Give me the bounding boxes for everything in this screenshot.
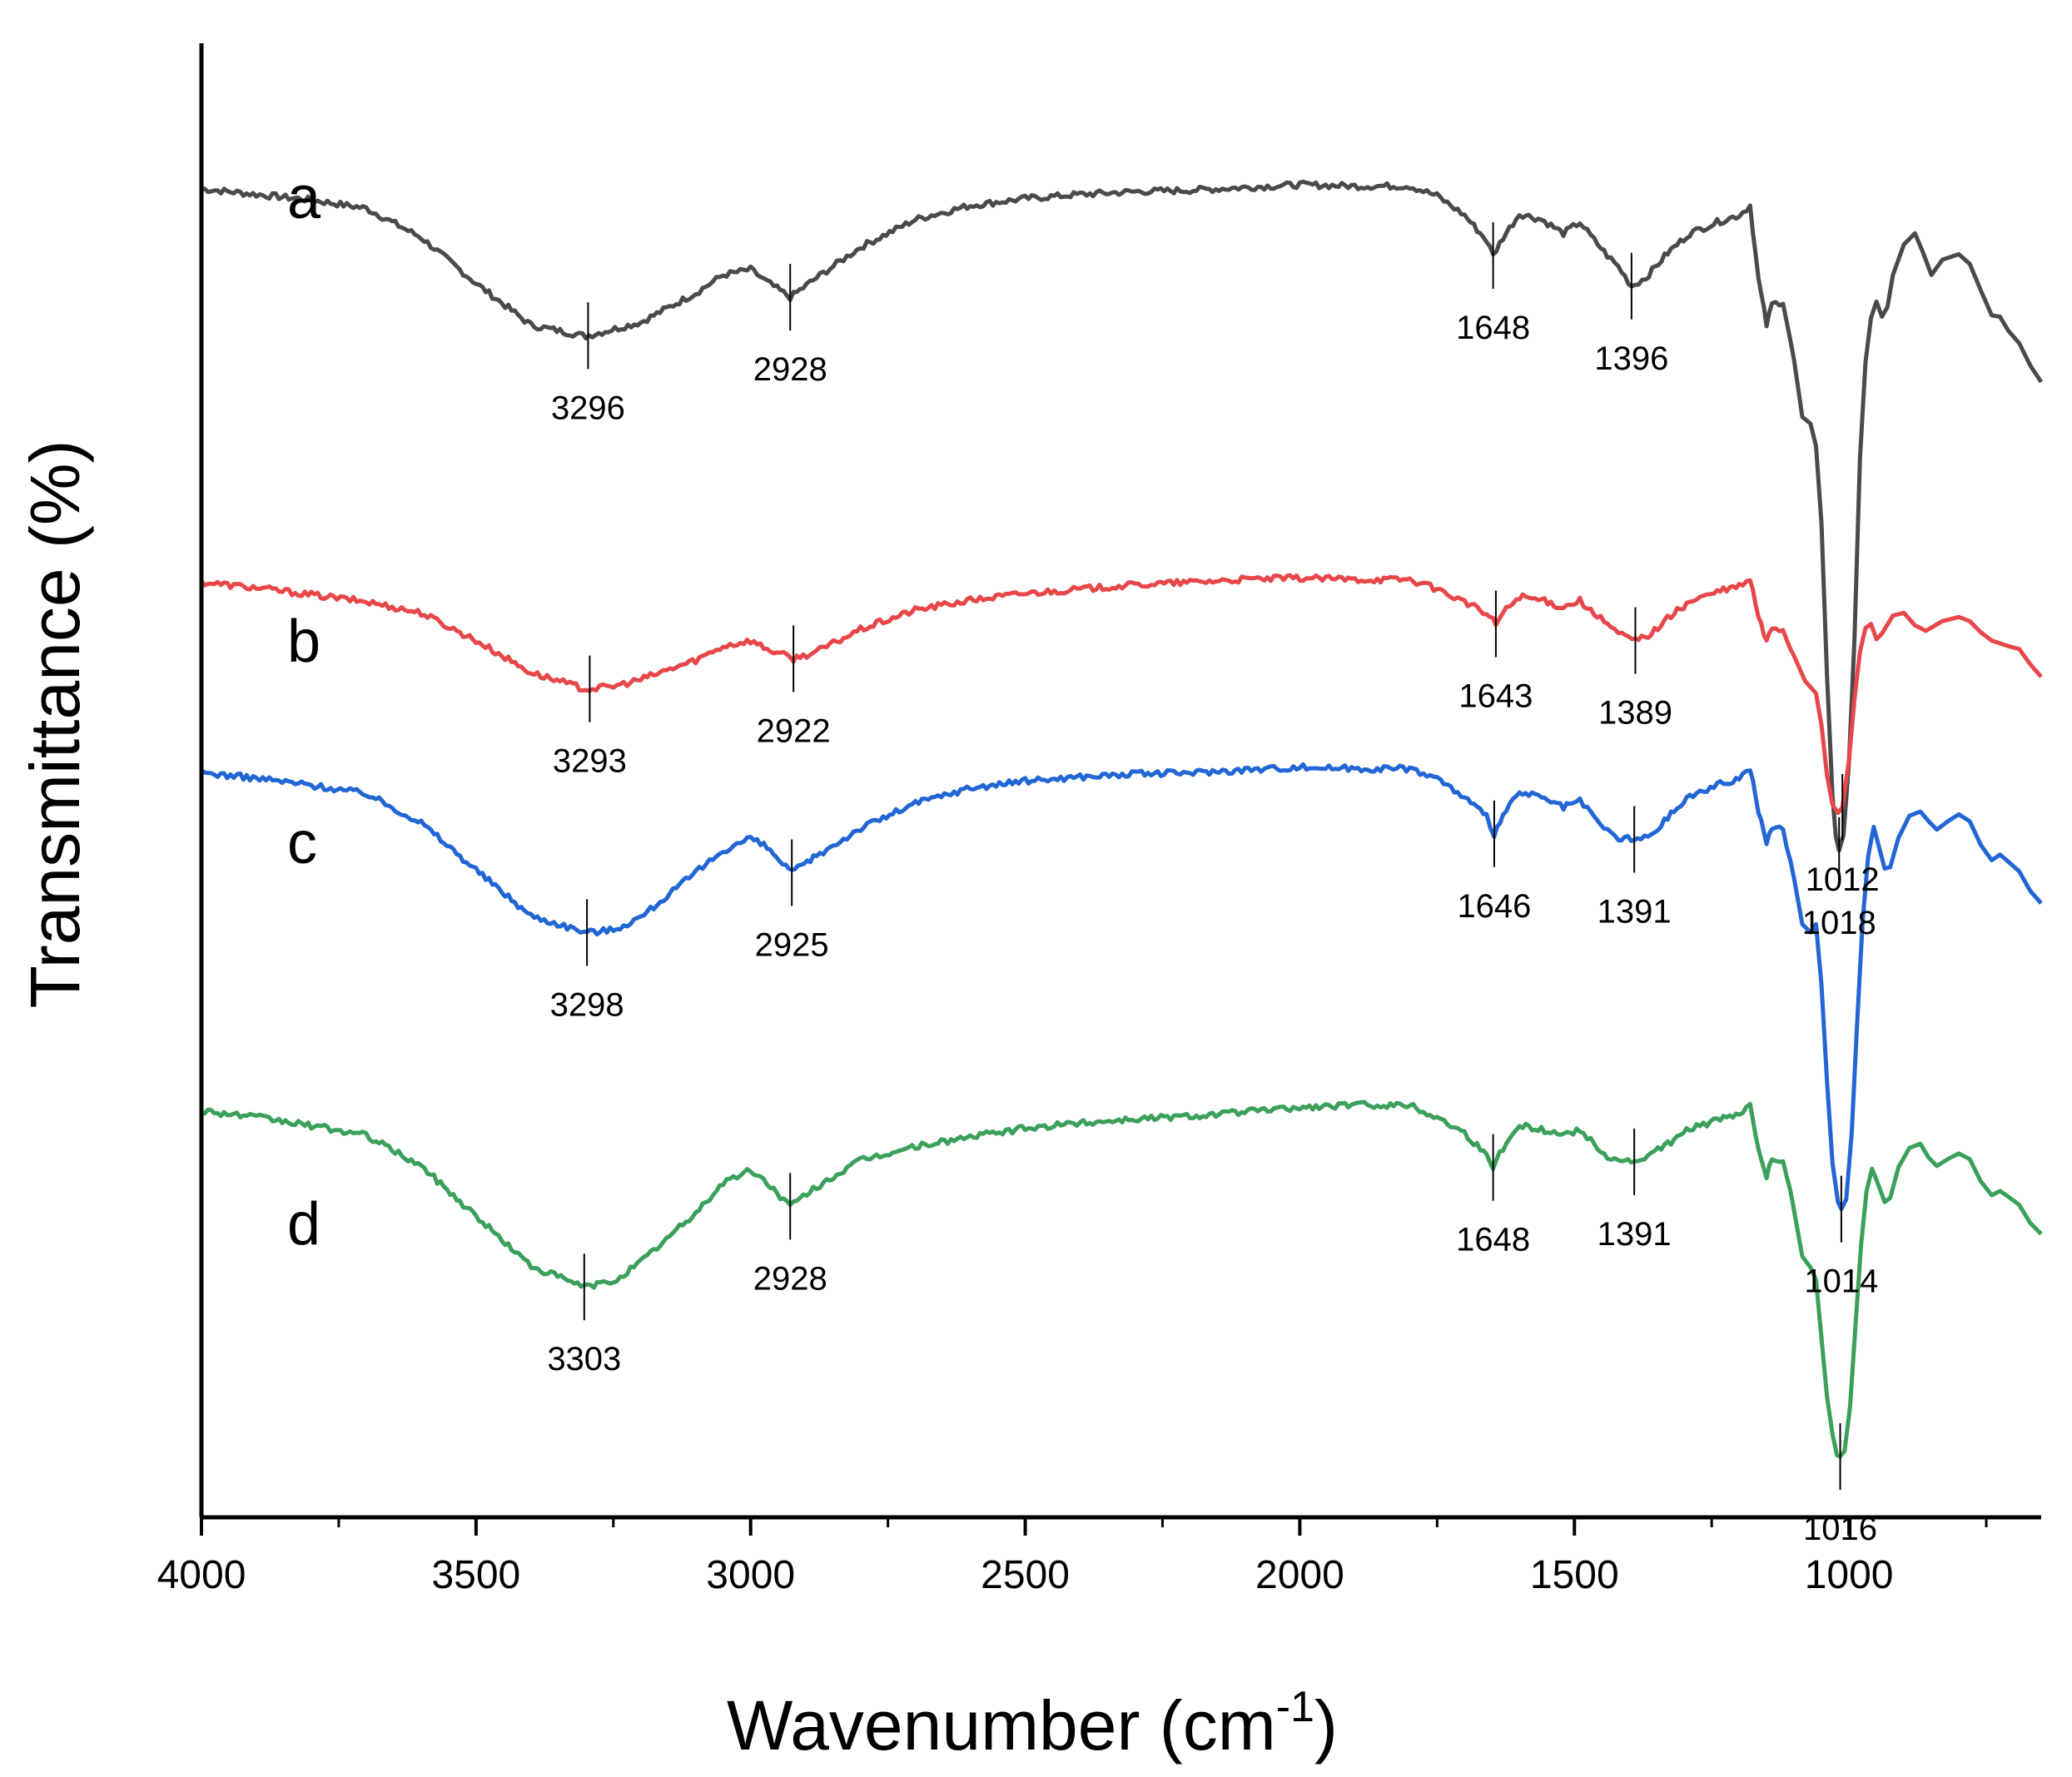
peak-label-c-1646: 1646 <box>1457 888 1531 925</box>
peak-label-c-1391: 1391 <box>1597 893 1672 930</box>
series-label-a: a <box>287 165 321 231</box>
peak-label-b-3293: 3293 <box>553 743 627 780</box>
peak-label-a-1648: 1648 <box>1456 310 1530 346</box>
series-label-c: c <box>287 810 317 876</box>
x-tick-label-3500: 3500 <box>431 1553 520 1597</box>
series-label-b: b <box>287 608 320 675</box>
x-ticks: 4000 3500 3000 2500 2000 1500 1000 <box>157 1517 1988 1597</box>
x-tick-label-2500: 2500 <box>981 1553 1070 1597</box>
peak-label-d-1391: 1391 <box>1597 1216 1672 1253</box>
axes <box>199 43 2041 1520</box>
x-tick-label-1000: 1000 <box>1805 1553 1894 1597</box>
peak-label-a-1018: 1018 <box>1802 905 1876 941</box>
peak-label-b-1012: 1012 <box>1806 861 1880 898</box>
series-line-a <box>201 179 2044 853</box>
peak-label-b-1643: 1643 <box>1458 678 1533 715</box>
y-axis-title: Transmittance (%) <box>16 439 94 1008</box>
peak-label-b-2922: 2922 <box>757 712 831 749</box>
series-labels: a b c d <box>287 165 321 1258</box>
x-axis-title: Wavenumber (cm-1) <box>727 1683 1338 1765</box>
series-label-d: d <box>287 1191 320 1258</box>
series-line-b <box>199 573 2043 816</box>
x-tick-label-1500: 1500 <box>1530 1553 1619 1597</box>
x-tick-label-4000: 4000 <box>157 1553 246 1597</box>
x-tick-label-3000: 3000 <box>706 1553 795 1597</box>
series-line-c <box>200 762 2043 1212</box>
peak-label-d-3303: 3303 <box>547 1341 621 1377</box>
peak-label-b-1389: 1389 <box>1598 695 1672 732</box>
x-axis-title-main: Wavenumber (cm <box>727 1686 1276 1765</box>
peak-label-a-2928: 2928 <box>753 351 827 388</box>
x-axis-title-close: ) <box>1314 1686 1338 1765</box>
peak-label-d-1648: 1648 <box>1456 1222 1530 1258</box>
peak-label-a-3296: 3296 <box>551 390 625 426</box>
x-axis-title-superscript: -1 <box>1276 1683 1314 1731</box>
x-tick-label-2000: 2000 <box>1255 1553 1344 1597</box>
peak-label-a-1396: 1396 <box>1594 340 1668 377</box>
plot-area: 3296 2928 1648 1396 1018 3293 2922 1643 1389 1012… <box>199 179 2044 1547</box>
peak-label-c-3298: 3298 <box>550 986 624 1023</box>
peak-label-c-2925: 2925 <box>755 927 829 964</box>
peak-label-c-1014: 1014 <box>1804 1263 1878 1300</box>
series-line-d <box>201 1099 2043 1459</box>
peak-label-d-2928: 2928 <box>753 1260 827 1297</box>
